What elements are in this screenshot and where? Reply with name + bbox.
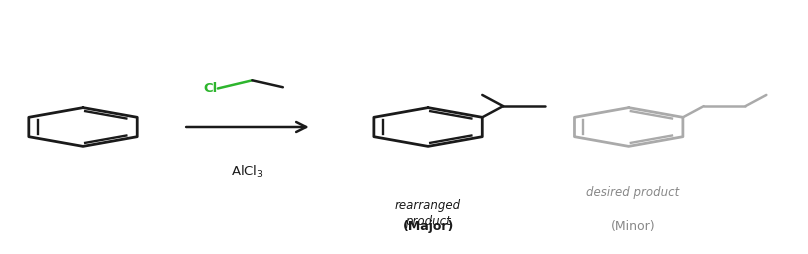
- Text: desired product: desired product: [586, 186, 680, 199]
- Text: rearranged
product: rearranged product: [395, 199, 461, 228]
- Text: Cl: Cl: [204, 82, 218, 95]
- Text: AlCl$_3$: AlCl$_3$: [231, 164, 264, 180]
- Text: (Minor): (Minor): [610, 220, 655, 233]
- Text: (Major): (Major): [402, 220, 454, 233]
